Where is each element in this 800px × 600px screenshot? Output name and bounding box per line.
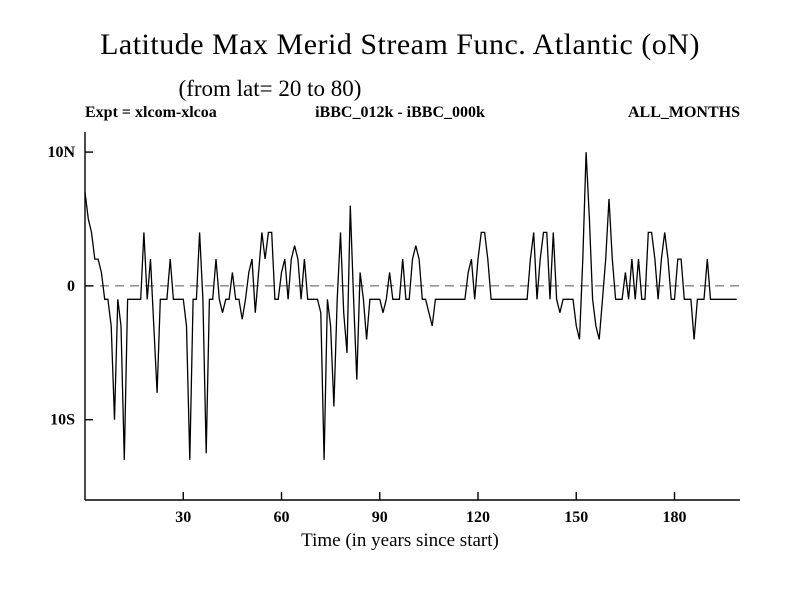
x-axis-label: Time (in years since start) (301, 530, 499, 551)
x-tick-label: 150 (564, 509, 588, 526)
x-tick-label: 180 (663, 509, 687, 526)
chart-title: Latitude Max Merid Stream Func. Atlantic… (100, 28, 700, 61)
difference-label: iBBC_012k - iBBC_000k (315, 104, 485, 121)
experiment-label: Expt = xlcom-xlcoa (85, 104, 217, 121)
x-tick-label: 60 (274, 509, 290, 526)
months-label: ALL_MONTHS (627, 104, 740, 121)
y-tick-label: 10N (47, 144, 75, 161)
chart-subtitle: (from lat= 20 to 80) (178, 76, 362, 101)
y-tick-label: 10S (50, 412, 75, 429)
series-line (84, 152, 737, 460)
x-tick-label: 90 (372, 509, 388, 526)
x-tick-label: 30 (175, 509, 191, 526)
x-tick-label: 120 (466, 509, 490, 526)
y-tick-label: 0 (67, 278, 75, 295)
